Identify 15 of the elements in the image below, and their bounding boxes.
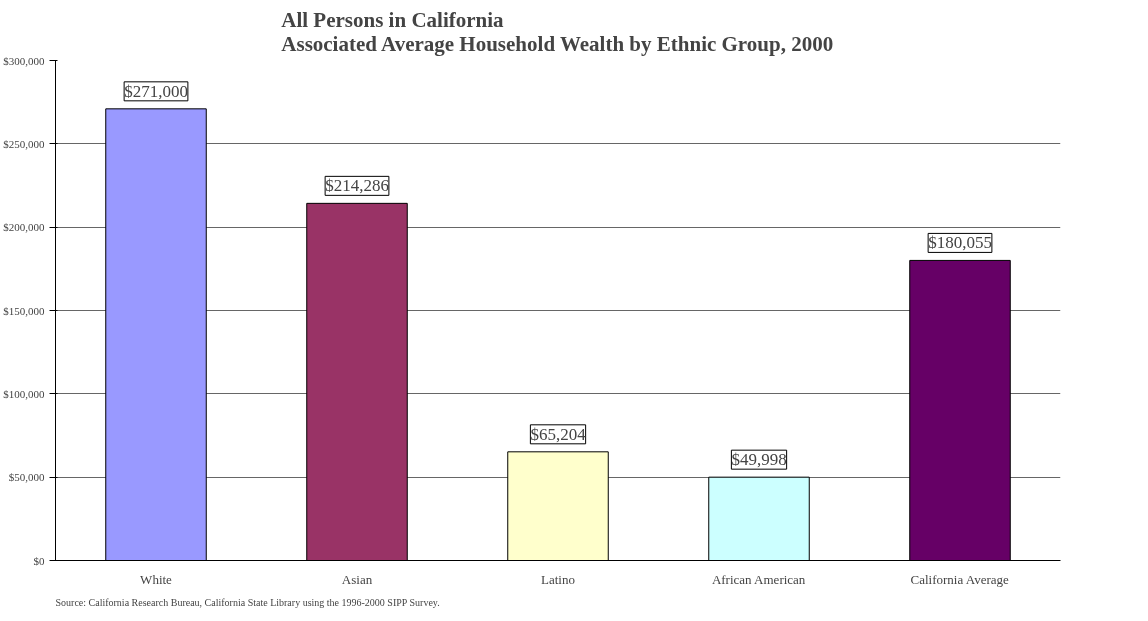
chart-title: All Persons in California Associated Average Household Wealth by Ethnic Group, 2000: [281, 7, 834, 56]
source-note: Source: California Research Bureau, California State Library using the 1996-2000 SIPP Survey.: [55, 596, 440, 608]
x-tick-label: African American: [711, 571, 806, 587]
y-tick-label: $300,000: [3, 54, 45, 67]
y-tick-label: $150,000: [3, 304, 45, 317]
y-tick-label: $200,000: [3, 221, 45, 234]
x-tick-label: California Average: [910, 571, 1010, 587]
y-tick-label: $0: [33, 554, 45, 567]
y-tick-label: $50,000: [8, 471, 45, 484]
y-tick-label: $250,000: [3, 137, 45, 150]
x-tick-label: White: [140, 571, 173, 587]
y-tick-label: $100,000: [3, 387, 45, 400]
x-tick-label: Asian: [341, 571, 373, 587]
data-label: $49,998: [731, 450, 787, 470]
x-tick-label: Latino: [541, 571, 575, 587]
